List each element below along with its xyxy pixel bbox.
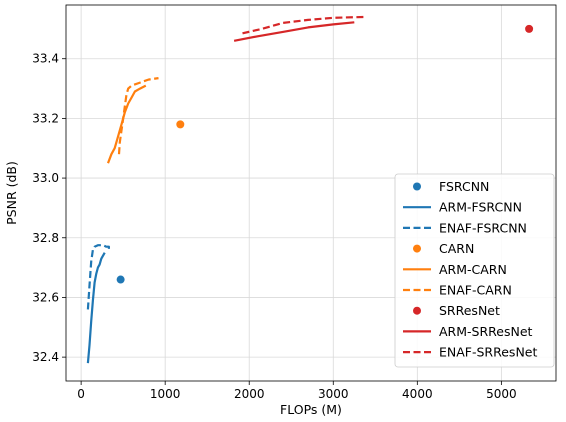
legend-fsrcnn-marker xyxy=(413,183,421,191)
arm-srresnet-line xyxy=(234,22,354,41)
x-tick-label: 5000 xyxy=(486,387,517,401)
x-tick-label: 0 xyxy=(77,387,85,401)
legend-carn-marker xyxy=(413,245,421,253)
legend-arm-srresnet-label: ARM-SRResNet xyxy=(439,324,533,339)
y-tick-label: 32.6 xyxy=(32,290,59,304)
legend-enaf-srresnet-label: ENAF-SRResNet xyxy=(439,345,537,360)
x-tick-label: 4000 xyxy=(402,387,433,401)
x-tick-label: 3000 xyxy=(318,387,349,401)
legend-enaf-fsrcnn-label: ENAF-FSRCNN xyxy=(439,220,527,235)
enaf-fsrcnn-line xyxy=(88,245,109,309)
x-tick-label: 2000 xyxy=(234,387,265,401)
srresnet-point xyxy=(525,25,533,33)
legend: FSRCNN ARM-FSRCNN ENAF-FSRCNN CARN ARM-CARN E… xyxy=(395,174,554,367)
y-tick-label: 33.2 xyxy=(32,111,59,125)
fsrcnn-point xyxy=(117,276,125,284)
legend-arm-fsrcnn-label: ARM-FSRCNN xyxy=(439,200,522,215)
legend-enaf-carn-label: ENAF-CARN xyxy=(439,283,512,298)
y-tick-label: 32.8 xyxy=(32,231,59,245)
arm-fsrcnn-line xyxy=(88,253,105,363)
x-tick-label: 1000 xyxy=(150,387,181,401)
legend-arm-carn-label: ARM-CARN xyxy=(439,262,507,277)
y-tick-label: 32.4 xyxy=(32,350,59,364)
y-axis-label: PSNR (dB) xyxy=(4,161,19,225)
legend-srresnet-label: SRResNet xyxy=(439,303,500,318)
legend-srresnet-marker xyxy=(413,307,421,315)
legend-carn-label: CARN xyxy=(439,241,474,256)
carn-point xyxy=(176,120,184,128)
x-axis-label: FLOPs (M) xyxy=(280,402,342,417)
y-tick-label: 33.0 xyxy=(32,171,59,185)
enaf-srresnet-line xyxy=(243,17,367,33)
legend-fsrcnn-label: FSRCNN xyxy=(439,179,489,194)
y-tick-label: 33.4 xyxy=(32,52,59,66)
